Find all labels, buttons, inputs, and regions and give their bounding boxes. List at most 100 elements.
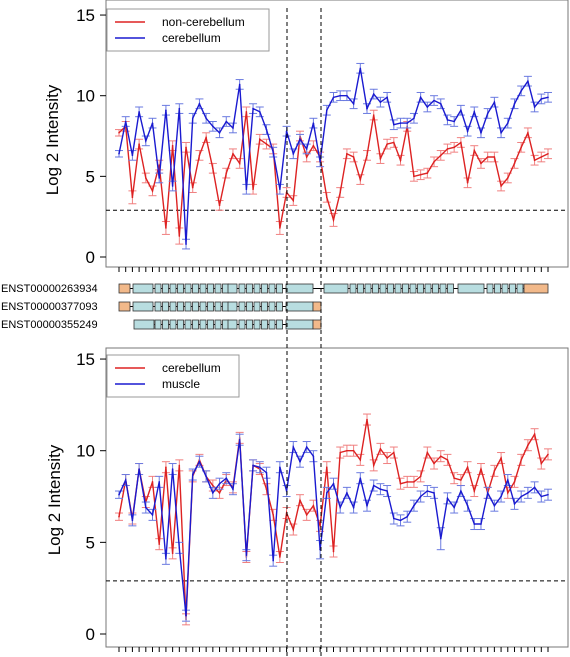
transcript-exon [253, 319, 261, 330]
top-series-1-point [292, 152, 295, 155]
bottom-series-0-point [272, 514, 274, 516]
bottom-series-1-point [178, 547, 181, 549]
top-series-1-point [212, 125, 214, 128]
top-series-1-point [325, 109, 328, 112]
top-series-0-point [279, 227, 281, 229]
top-series-1-point [279, 188, 281, 191]
bottom-legend-label-1: muscle [162, 377, 200, 391]
top-series-0-point [547, 152, 549, 155]
top-series-1-point [433, 99, 435, 102]
bottom-series-0-point [279, 556, 281, 558]
top-series-0-point [218, 204, 221, 207]
bottom-series-1-point [379, 488, 382, 490]
top-series-0-point [379, 157, 382, 160]
bottom-series-1-point [145, 506, 147, 509]
bottom-series-1-point [493, 504, 496, 507]
top-series-0-point [171, 144, 174, 147]
bottom-y-tick-label-1: 5 [86, 533, 95, 552]
top-legend-label-0: non-cerebellum [162, 15, 245, 29]
transcript-exon [177, 301, 184, 312]
bottom-series-1-point [265, 471, 268, 474]
top-series-0-point [473, 149, 476, 152]
top-series-0-point [439, 154, 442, 157]
top-series-1-point [379, 101, 382, 103]
top-series-1-point [393, 123, 395, 126]
top-series-0-point [393, 141, 395, 144]
transcript-exon [162, 319, 169, 330]
bottom-series-1-point [473, 523, 476, 525]
top-series-0-point [466, 182, 469, 184]
bottom-series-1-point [426, 490, 429, 492]
bottom-series-0-point [325, 466, 328, 468]
transcript-exon [409, 283, 417, 294]
bottom-series-1-point [352, 506, 355, 509]
top-series-0-point [312, 144, 315, 147]
transcript-exon [246, 301, 253, 312]
top-series-1-point [419, 96, 422, 99]
bottom-series-1-point [359, 477, 362, 479]
transcript-exon [246, 319, 253, 330]
top-series-1-point [426, 106, 429, 108]
top-series-0-point [118, 131, 120, 134]
bottom-series-0-point [165, 466, 167, 468]
bottom-series-1-point [225, 477, 228, 479]
top-legend-box [106, 8, 270, 52]
bottom-series-1-point [191, 473, 194, 476]
transcript-exon [285, 283, 314, 294]
transcript-exon [238, 283, 246, 294]
bottom-series-0-point [540, 462, 543, 465]
top-series-1-point [339, 94, 342, 97]
bottom-legend-label-0: cerebellum [162, 361, 221, 375]
transcript-exon [214, 283, 222, 294]
bottom-series-group [115, 413, 552, 626]
transcript-exon [177, 319, 184, 330]
bottom-series-1-point [419, 495, 422, 498]
top-series-1-point [319, 161, 321, 163]
top-series-0-point [419, 173, 422, 176]
bottom-series-0-point [473, 490, 476, 492]
bottom-series-1-point [386, 490, 388, 492]
top-series-0-point [352, 156, 355, 158]
bottom-series-1-point [366, 504, 368, 507]
bottom-series-1-point [406, 515, 409, 518]
top-series-1-point [500, 131, 502, 134]
top-series-0-point [520, 146, 522, 149]
bottom-series-0-point [533, 433, 536, 436]
bottom-chart-panel: 0 5 10 15 Log 2 Intensity cerebellum muscle [45, 347, 569, 652]
bottom-series-0-point [500, 457, 502, 459]
bottom-series-0-point [406, 481, 409, 483]
bottom-series-0-point [218, 492, 221, 494]
top-series-0-point [493, 156, 496, 158]
top-series-1-point [218, 131, 221, 134]
top-series-1-point [238, 83, 241, 86]
top-series-1-point [493, 101, 496, 103]
transcript-exon [192, 283, 199, 294]
transcript-exon [402, 283, 409, 294]
transcript-exon [509, 283, 516, 294]
transcript-exon [246, 283, 253, 294]
top-series-1-point [252, 107, 254, 110]
top-series-0-point [446, 148, 449, 150]
top-series-1-point [171, 185, 174, 187]
bottom-legend-box [106, 354, 240, 398]
transcript-exon [118, 283, 131, 294]
top-series-0-point [265, 143, 268, 145]
transcript-exon [261, 319, 268, 330]
transcript-exon [261, 301, 268, 312]
transcript-exon [184, 283, 192, 294]
transcript-exon [253, 283, 261, 294]
top-series-0-point [212, 167, 214, 170]
top-series-1-point [158, 177, 161, 179]
transcript-exon [214, 319, 222, 330]
bottom-series-1-point [506, 479, 509, 481]
transcript-exon [154, 301, 162, 312]
bottom-series-1-point [446, 497, 449, 500]
top-y-axis-label: Log 2 Intensity [43, 84, 62, 195]
transcript-exon [523, 283, 549, 294]
bottom-series-0-point [466, 466, 469, 468]
top-series-0-point [185, 146, 187, 149]
top-y-tick-label-1: 5 [86, 167, 95, 186]
top-series-0-point [486, 156, 489, 158]
bottom-series-1-point [292, 446, 295, 448]
transcript-exon [238, 301, 246, 312]
